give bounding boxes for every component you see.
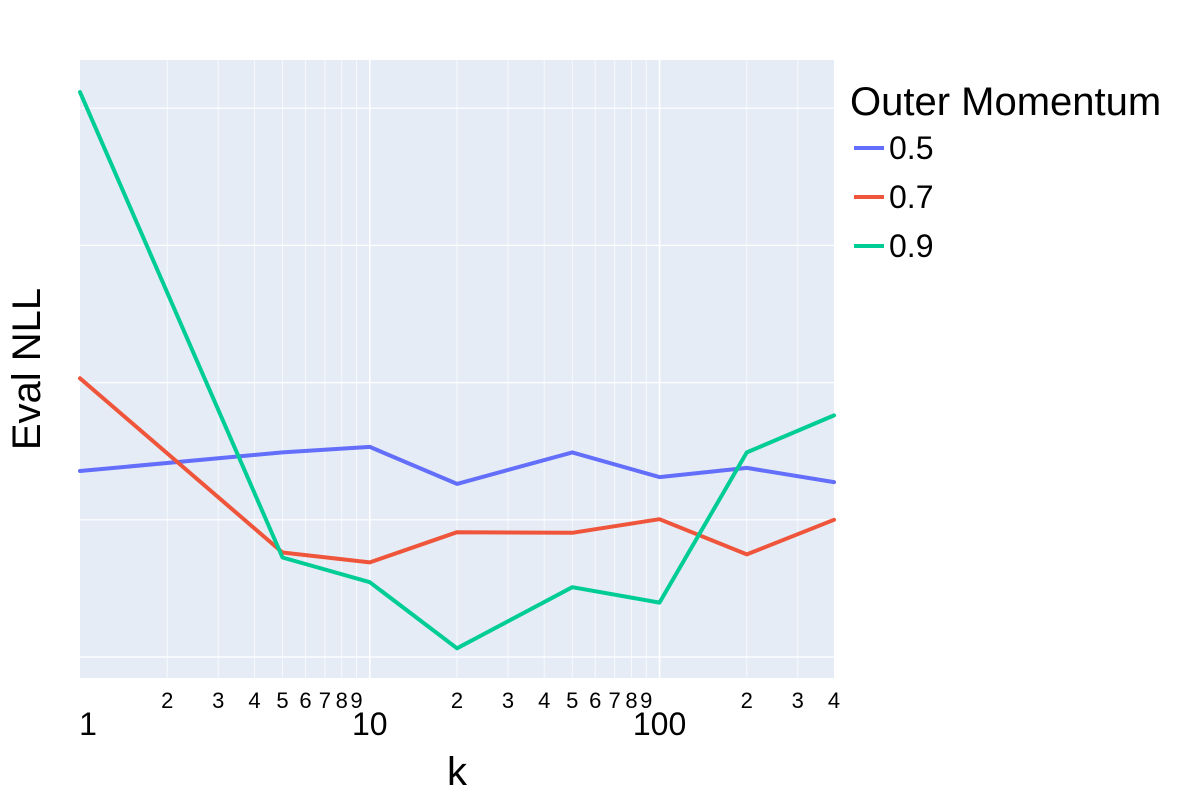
x-minor-tick-label: 7 [609,688,621,713]
x-minor-tick-label: 8 [625,688,637,713]
series-line-0.7 [78,376,836,565]
x-minor-tick-label: 3 [792,688,804,713]
x-minor-tick-label: 7 [319,688,331,713]
x-major-tick-label: 100 [633,706,686,742]
x-major-tick-label: 1 [79,706,97,742]
x-minor-tick-label: 4 [828,688,840,713]
legend-item-0.7[interactable]: 0.7 [854,179,933,215]
x-minor-gridlines [166,60,799,678]
legend-label: 0.5 [889,130,933,166]
x-minor-tick-label: 8 [336,688,348,713]
x-minor-tick-label: 9 [350,688,362,713]
x-minor-tick-label: 5 [566,688,578,713]
series-line-0.5 [78,444,836,486]
x-minor-tick-label: 6 [299,688,311,713]
x-minor-tick-label: 2 [451,688,463,713]
x-minor-tick-label: 4 [248,688,260,713]
x-major-gridlines [368,60,661,678]
legend-label: 0.9 [889,228,933,264]
x-minor-tick-label: 3 [212,688,224,713]
x-minor-tick-label: 2 [741,688,753,713]
legend-items: 0.5 0.7 0.9 [854,130,933,264]
x-minor-tick-label: 3 [502,688,514,713]
legend-title: Outer Momentum [850,80,1161,124]
series-lines [78,90,836,651]
legend: Outer Momentum 0.5 0.7 0.9 [850,80,1161,264]
x-axis-title: k [447,750,468,794]
x-minor-tick-label: 5 [276,688,288,713]
x-minor-tick-label: 2 [161,688,173,713]
legend-item-0.5[interactable]: 0.5 [854,130,933,166]
series-line-0.9 [78,90,836,651]
x-tick-labels: 2 3 4 5 6 7 8 9 2 3 4 5 6 7 8 9 2 3 41 10 100 [79,688,840,742]
x-minor-tick-label: 4 [538,688,550,713]
x-minor-tick-label: 9 [640,688,652,713]
y-axis-title: Eval NLL [5,288,49,450]
legend-item-0.9[interactable]: 0.9 [854,228,933,264]
x-major-tick-label: 10 [352,706,388,742]
x-minor-tick-label: 6 [589,688,601,713]
legend-label: 0.7 [889,179,933,215]
